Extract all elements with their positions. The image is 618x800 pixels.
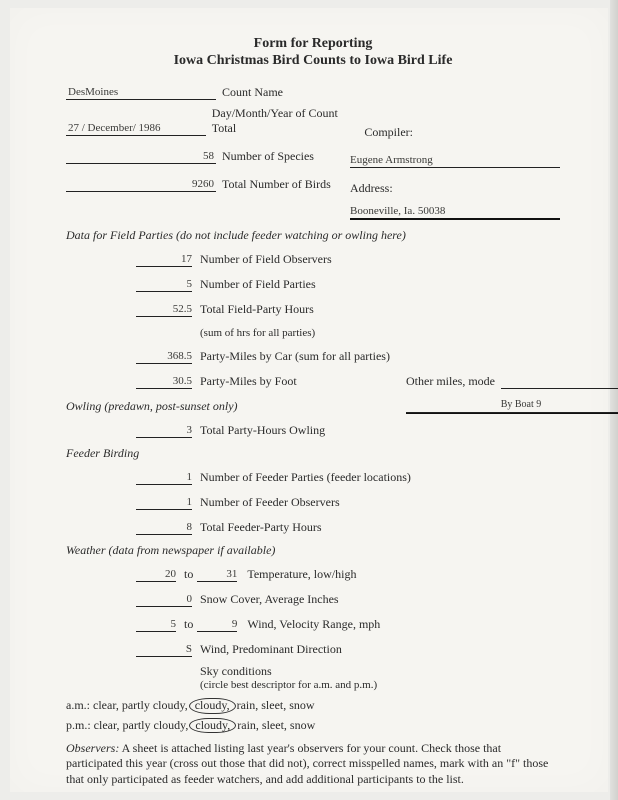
sky-am-post: rain, sleet, snow bbox=[237, 698, 315, 713]
address-value: Booneville, Ia. 50038 bbox=[350, 205, 560, 219]
form-page: Form for Reporting Iowa Christmas Bird C… bbox=[10, 8, 608, 792]
field-hours-label: Total Field-Party Hours bbox=[200, 302, 314, 317]
feeder-parties-label: Number of Feeder Parties (feeder locatio… bbox=[200, 470, 411, 485]
temp-label: Temperature, low/high bbox=[247, 567, 356, 582]
sky-am-line: a.m.: clear, partly cloudy, cloudy, rain… bbox=[66, 698, 560, 713]
feeder-parties-value: 1 bbox=[136, 471, 192, 485]
other-miles-label: Other miles, mode bbox=[406, 374, 495, 389]
row-feeder-parties: 1 Number of Feeder Parties (feeder locat… bbox=[66, 467, 560, 485]
observers-text: A sheet is attached listing last year's … bbox=[66, 741, 548, 786]
row-field-observers: 17 Number of Field Observers bbox=[66, 249, 560, 267]
row-wind: 5 to 9 Wind, Velocity Range, mph bbox=[66, 614, 560, 632]
other-miles-block: Other miles, mode bbox=[406, 374, 618, 389]
wind-dir-value: S bbox=[136, 643, 192, 657]
miles-car-value: 368.5 bbox=[136, 350, 192, 364]
address-underline bbox=[350, 218, 560, 220]
row-snow: 0 Snow Cover, Average Inches bbox=[66, 589, 560, 607]
total-birds-label: Total Number of Birds bbox=[222, 177, 331, 192]
row-field-hours: 52.5 Total Field-Party Hours bbox=[66, 299, 560, 317]
field-observers-label: Number of Field Observers bbox=[200, 252, 332, 267]
row-owling-hours: 3 Total Party-Hours Owling bbox=[66, 420, 560, 438]
temp-low: 20 bbox=[136, 568, 176, 582]
observers-label: Observers: bbox=[66, 741, 119, 755]
section-field-parties: Data for Field Parties (do not include f… bbox=[66, 228, 560, 243]
wind-high: 9 bbox=[197, 618, 237, 632]
field-hours-value: 52.5 bbox=[136, 303, 192, 317]
left-date: 27 / December/ 1986 Day/Month/Year of Co… bbox=[66, 106, 354, 140]
feeder-hours-value: 8 bbox=[136, 521, 192, 535]
page-edge-shadow bbox=[610, 0, 618, 800]
sky-pm-line: p.m.: clear, partly cloudy, cloudy, rain… bbox=[66, 718, 560, 733]
title-line-1: Form for Reporting bbox=[66, 36, 560, 53]
snow-label: Snow Cover, Average Inches bbox=[200, 592, 339, 607]
other-miles-line1 bbox=[501, 375, 618, 389]
total-birds-value: 9260 bbox=[66, 178, 216, 192]
compiler-value: Eugene Armstrong bbox=[350, 154, 560, 168]
count-name-label: Count Name bbox=[222, 85, 283, 100]
field-observers-value: 17 bbox=[136, 253, 192, 267]
sky-am-prefix: a.m.: bbox=[66, 698, 90, 713]
right-compiler: Compiler: bbox=[364, 125, 560, 140]
observers-block: Observers: A sheet is attached listing l… bbox=[66, 741, 560, 788]
field-hours-sub: (sum of hrs for all parties) bbox=[200, 327, 315, 339]
row-date-compiler: 27 / December/ 1986 Day/Month/Year of Co… bbox=[66, 106, 560, 140]
feeder-observers-label: Number of Feeder Observers bbox=[200, 495, 340, 510]
wind-to: to bbox=[184, 617, 193, 632]
miles-car-label: Party-Miles by Car (sum for all parties) bbox=[200, 349, 390, 364]
row-wind-dir: S Wind, Predominant Direction bbox=[66, 639, 560, 657]
row-feeder-hours: 8 Total Feeder-Party Hours bbox=[66, 517, 560, 535]
sky-pm-circled: cloudy, bbox=[189, 718, 236, 733]
row-field-hours-sub: (sum of hrs for all parties) bbox=[66, 321, 560, 339]
row-species: 58 Number of Species Eugene Armstrong bbox=[66, 146, 560, 168]
sky-block: Sky conditions (circle best descriptor f… bbox=[200, 664, 560, 693]
address-label: Address: bbox=[350, 181, 393, 195]
feeder-hours-label: Total Feeder-Party Hours bbox=[200, 520, 322, 535]
date-label: Day/Month/Year of Count Total bbox=[212, 106, 355, 136]
sky-sub: (circle best descriptor for a.m. and p.m… bbox=[200, 679, 560, 693]
sky-pm-post: rain, sleet, snow bbox=[237, 718, 315, 733]
miles-foot-value: 30.5 bbox=[136, 375, 192, 389]
species-value: 58 bbox=[66, 150, 216, 164]
sky-am-circled: cloudy, bbox=[189, 698, 236, 713]
species-label: Number of Species bbox=[222, 149, 314, 164]
sky-pm-prefix: p.m.: bbox=[66, 718, 91, 733]
wind-low: 5 bbox=[136, 618, 176, 632]
other-miles-block2: By Boat 9 bbox=[406, 397, 618, 414]
section-owling: Owling (predawn, post-sunset only) bbox=[66, 399, 238, 414]
compiler-label: Compiler: bbox=[364, 125, 413, 139]
row-address-line: Booneville, Ia. 50038 bbox=[66, 202, 560, 220]
count-name-value: DesMoines bbox=[66, 86, 216, 100]
row-miles-car: 368.5 Party-Miles by Car (sum for all pa… bbox=[66, 346, 560, 364]
row-field-parties: 5 Number of Field Parties bbox=[66, 274, 560, 292]
owling-hours-value: 3 bbox=[136, 424, 192, 438]
title-line-2: Iowa Christmas Bird Counts to Iowa Bird … bbox=[66, 53, 560, 70]
field-parties-label: Number of Field Parties bbox=[200, 277, 316, 292]
other-miles-value: By Boat 9 bbox=[406, 399, 618, 413]
miles-foot-label: Party-Miles by Foot bbox=[200, 374, 297, 389]
row-owling-and-other: Owling (predawn, post-sunset only) By Bo… bbox=[66, 396, 560, 414]
section-feeder: Feeder Birding bbox=[66, 446, 560, 461]
wind-dir-label: Wind, Predominant Direction bbox=[200, 642, 342, 657]
section-weather: Weather (data from newspaper if availabl… bbox=[66, 543, 560, 558]
sky-pm-pre: clear, partly cloudy, bbox=[94, 718, 189, 733]
form-title: Form for Reporting Iowa Christmas Bird C… bbox=[66, 36, 560, 70]
sky-label: Sky conditions bbox=[200, 664, 560, 679]
date-value: 27 / December/ 1986 bbox=[66, 122, 206, 136]
snow-value: 0 bbox=[136, 593, 192, 607]
row-total-address: 9260 Total Number of Birds Address: bbox=[66, 174, 560, 196]
row-feeder-observers: 1 Number of Feeder Observers bbox=[66, 492, 560, 510]
row-count-name: DesMoines Count Name bbox=[66, 82, 560, 100]
row-temp: 20 to 31 Temperature, low/high bbox=[66, 564, 560, 582]
wind-label: Wind, Velocity Range, mph bbox=[247, 617, 380, 632]
temp-high: 31 bbox=[197, 568, 237, 582]
field-parties-value: 5 bbox=[136, 278, 192, 292]
owling-hours-label: Total Party-Hours Owling bbox=[200, 423, 325, 438]
temp-to: to bbox=[184, 567, 193, 582]
row-miles-foot: 30.5 Party-Miles by Foot Other miles, mo… bbox=[66, 371, 560, 389]
feeder-observers-value: 1 bbox=[136, 496, 192, 510]
sky-am-pre: clear, partly cloudy, bbox=[93, 698, 188, 713]
